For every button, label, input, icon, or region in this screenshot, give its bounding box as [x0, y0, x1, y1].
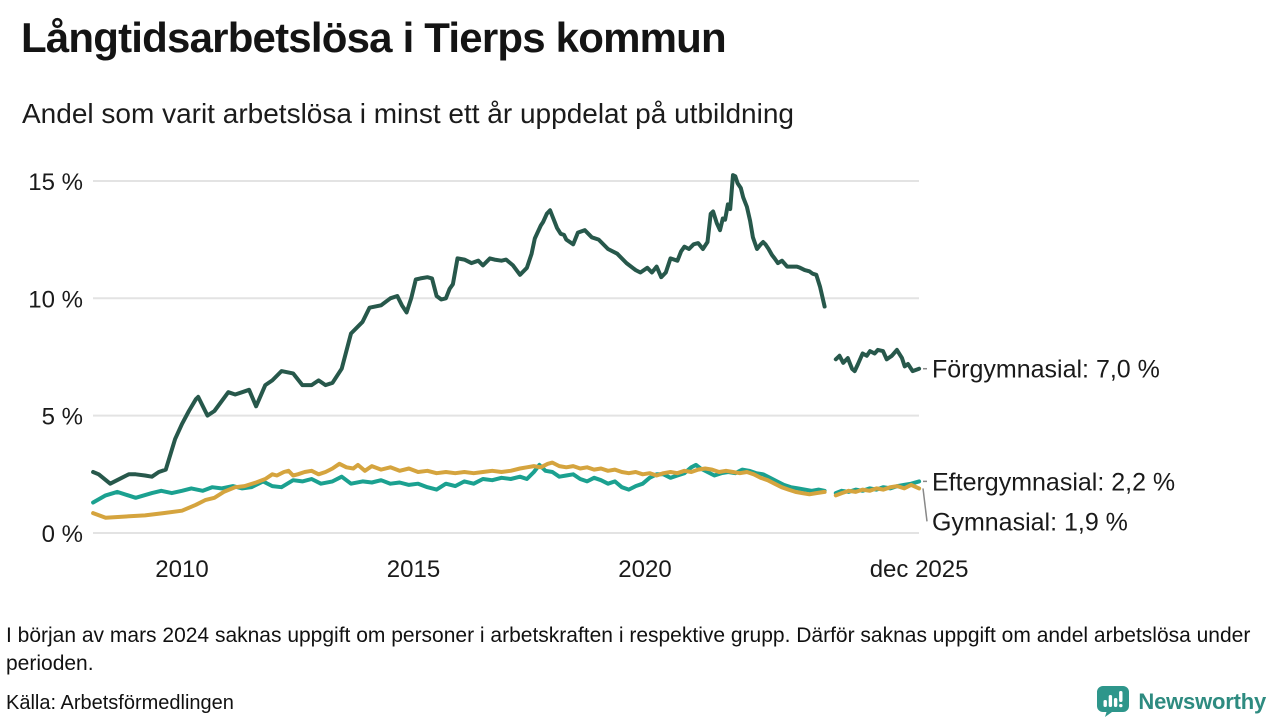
source-label: Källa: Arbetsförmedlingen — [6, 692, 234, 714]
series-end-label-frgymnasial: Förgymnasial: 7,0 % — [932, 356, 1160, 384]
newsworthy-logo: Newsworthy — [1097, 686, 1266, 717]
x-tick-label: 2010 — [155, 556, 208, 583]
y-tick-label: 10 % — [28, 286, 83, 313]
series-line-gymnasial — [833, 482, 922, 498]
series-line-gymnasial — [91, 460, 827, 520]
series-end-label-eftergymnasial: Eftergymnasial: 2,2 % — [932, 468, 1175, 496]
label-connector-line — [922, 488, 928, 522]
x-tick-label: dec 2025 — [870, 556, 969, 583]
x-tick-label: 2020 — [618, 556, 671, 583]
y-tick-label: 15 % — [28, 169, 83, 196]
y-tick-label: 5 % — [42, 404, 83, 431]
x-tick-label: 2015 — [387, 556, 440, 583]
chart-footnote: I början av mars 2024 saknas uppgift om … — [6, 624, 1251, 675]
series-line-frgymnasial — [833, 347, 922, 374]
series-line-frgymnasial — [91, 173, 827, 486]
newsworthy-wordmark: Newsworthy — [1138, 688, 1266, 714]
line-chart: 0 % 5 % 10 % 15 % 2010 2015 2020 dec 2025 Förgym… — [28, 169, 1175, 583]
series-end-label-gymnasial: Gymnasial: 1,9 % — [932, 508, 1128, 536]
chart-subtitle: Andel som varit arbetslösa i minst ett å… — [22, 98, 794, 129]
y-tick-label: 0 % — [42, 521, 83, 548]
chart-title: Långtidsarbetslösa i Tierps kommun — [21, 14, 727, 61]
newsworthy-logo-icon — [1097, 686, 1130, 717]
